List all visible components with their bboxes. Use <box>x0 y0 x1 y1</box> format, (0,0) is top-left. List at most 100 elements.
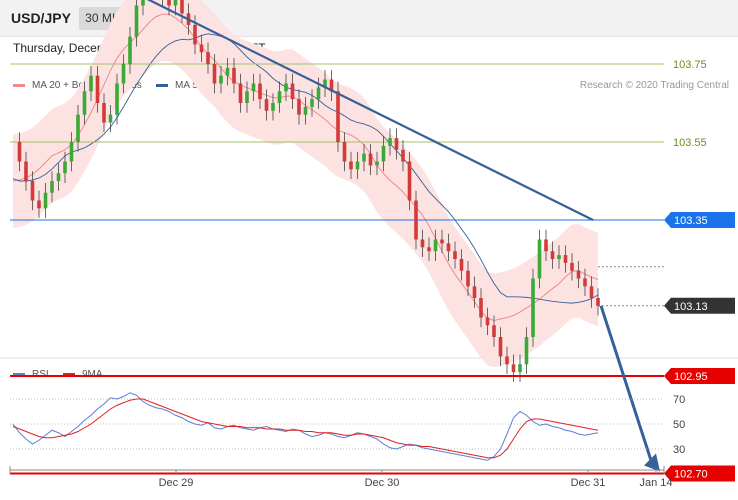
symbol-title: USD/JPY <box>11 10 71 26</box>
candle-body <box>264 99 269 111</box>
candle-body <box>570 262 574 271</box>
candle-body <box>277 91 282 103</box>
candle-body <box>440 239 444 244</box>
candle-body <box>388 138 392 146</box>
candle-body <box>43 192 48 209</box>
ma9-legend: 9MA <box>63 369 103 380</box>
ma50-swatch <box>156 84 168 87</box>
candle-body <box>180 0 184 14</box>
x-tick-label-1: Dec 30 <box>365 477 400 489</box>
candle-body <box>284 83 288 92</box>
candle-body <box>271 103 275 111</box>
ma50-legend: MA 50 <box>156 80 203 91</box>
candle-body <box>219 75 223 84</box>
candle-body <box>589 286 594 298</box>
credit-label: Research © 2020 Trading Central <box>579 80 729 91</box>
candle-body <box>173 0 178 6</box>
level-tag-103.35 <box>664 212 735 228</box>
ma50-legend-label: MA 50 <box>175 80 204 91</box>
candle-body <box>498 337 503 357</box>
candle-body <box>37 200 41 209</box>
candle-body <box>76 114 80 142</box>
candle-body <box>258 83 262 100</box>
level-tag-102.95 <box>664 368 735 384</box>
candle-body <box>420 239 425 248</box>
forecast-arrow-line <box>599 305 654 464</box>
candle-body <box>56 173 61 181</box>
candle-body <box>206 52 210 64</box>
candle-body <box>505 356 509 365</box>
candle-body <box>50 181 54 193</box>
candle-body <box>381 145 386 162</box>
candle-body <box>115 83 119 115</box>
candle-body <box>251 83 256 92</box>
candle-body <box>95 75 100 103</box>
candle-body <box>238 83 243 103</box>
candle-body <box>69 142 74 162</box>
ma20-swatch <box>13 84 25 87</box>
candle-body <box>472 286 477 298</box>
candle-body <box>524 337 529 365</box>
candle-body <box>544 239 548 252</box>
level-label-102.70: 102.70 <box>674 469 708 481</box>
candle-body <box>336 91 340 142</box>
candle-body <box>518 364 522 373</box>
rsi-legend: RSI <box>13 369 49 380</box>
candle-body <box>394 138 399 150</box>
candle-body <box>108 114 113 123</box>
candle-body <box>453 251 457 259</box>
rsi-tick-30: 30 <box>673 444 685 456</box>
candle-body <box>485 317 490 326</box>
candle-body <box>433 239 438 252</box>
candle-body <box>466 270 470 287</box>
candle-body <box>459 259 464 271</box>
rsi-series-9MA <box>12 398 599 459</box>
level-label-103.75: 103.75 <box>673 59 707 71</box>
candle-body <box>414 200 418 240</box>
candle-body <box>316 87 321 100</box>
candle-body <box>349 161 353 170</box>
candle-body <box>17 142 22 162</box>
candle-body <box>375 161 379 166</box>
level-label-103.13: 103.13 <box>674 301 708 313</box>
candle-body <box>134 5 139 37</box>
candle-body <box>446 243 451 252</box>
candle-body <box>583 278 587 287</box>
bollinger-band <box>13 0 598 368</box>
candle-body <box>557 255 561 259</box>
candle-body <box>537 239 542 279</box>
x-tick-label-0: Dec 29 <box>159 477 194 489</box>
candle-body <box>167 0 171 6</box>
candle-body <box>141 0 145 6</box>
rsi-series-RSI <box>12 392 599 461</box>
candle-body <box>407 161 412 201</box>
level-tag-102.70 <box>664 465 735 482</box>
x-tick-label-2: Dec 31 <box>571 477 606 489</box>
candle-body <box>355 161 360 170</box>
rsi-tick-70: 70 <box>673 394 685 406</box>
candle-body <box>563 255 568 263</box>
candle-body <box>193 25 197 45</box>
level-label-102.95: 102.95 <box>674 371 708 383</box>
candle-body <box>329 79 334 92</box>
candle-body <box>479 298 483 318</box>
candle-body <box>576 270 581 279</box>
candle-body <box>492 325 496 337</box>
candle-body <box>368 153 373 166</box>
candle-body <box>342 142 347 162</box>
ma9-swatch <box>63 373 75 376</box>
candle-body <box>303 106 308 115</box>
rsi-legend-label: RSI <box>32 369 49 380</box>
candle-body <box>24 161 28 181</box>
candle-body <box>63 161 67 174</box>
candle-body <box>82 91 87 115</box>
candle-body <box>323 79 327 88</box>
candle-body <box>89 75 93 92</box>
rsi-tick-50: 50 <box>673 419 685 431</box>
candle-body <box>245 91 249 103</box>
candle-body <box>297 99 301 115</box>
rsi-swatch <box>13 373 25 376</box>
level-label-103.35: 103.35 <box>674 215 708 227</box>
trendline <box>146 0 594 221</box>
